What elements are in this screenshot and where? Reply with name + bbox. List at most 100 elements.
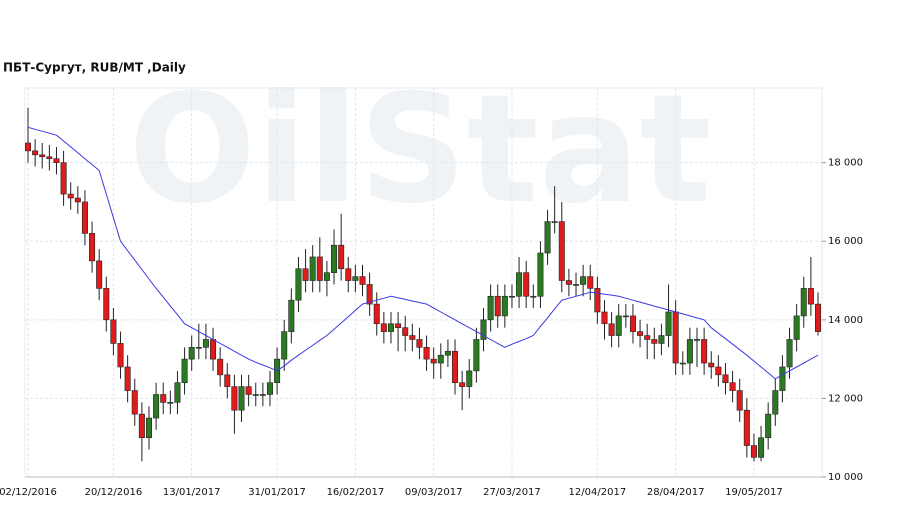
candle-body	[800, 288, 807, 317]
candle-body	[39, 154, 46, 158]
candle-body	[565, 280, 572, 285]
candle-body	[174, 382, 181, 403]
candle-body	[210, 339, 217, 360]
candle-body	[772, 390, 779, 415]
candle-body	[558, 221, 565, 281]
y-tick-label: 18 000	[828, 158, 863, 169]
candle-body	[352, 276, 359, 281]
candle-body	[629, 315, 636, 332]
candle-body	[793, 315, 800, 340]
x-tick-label: 19/05/2017	[725, 487, 783, 498]
candle-body	[701, 339, 708, 364]
candle-body	[302, 268, 309, 281]
candle-body	[309, 256, 316, 281]
candle-body	[722, 374, 729, 383]
candle-body	[651, 339, 658, 344]
candle-body	[96, 260, 103, 289]
candle-body	[252, 394, 259, 396]
candle-body	[580, 276, 587, 285]
candle-body	[537, 252, 544, 297]
candle-body	[89, 233, 96, 262]
candle-body	[779, 366, 786, 391]
candle-body	[544, 221, 551, 254]
candle-body	[807, 288, 814, 305]
candle-body	[679, 362, 686, 365]
candle-body	[409, 335, 416, 340]
watermark: OilStat	[128, 63, 711, 237]
candle-body	[224, 374, 231, 387]
candle-body	[217, 358, 224, 376]
candle-body	[480, 319, 487, 340]
candle-body	[758, 437, 765, 458]
candle-body	[729, 382, 736, 391]
candle-body	[637, 331, 644, 336]
y-tick-label: 12 000	[828, 393, 863, 404]
candle-body	[466, 370, 473, 387]
candle-body	[608, 323, 615, 336]
candle-body	[245, 386, 252, 395]
candle-body	[708, 362, 715, 368]
x-tick-label: 12/04/2017	[569, 487, 627, 498]
candle-body	[153, 394, 160, 419]
candle-body	[715, 366, 722, 376]
candle-body	[380, 323, 387, 332]
x-tick-label: 20/12/2016	[85, 487, 143, 498]
candle-body	[331, 244, 338, 273]
candle-body	[288, 299, 295, 332]
candle-body	[459, 382, 466, 387]
candle-body	[786, 339, 793, 368]
candle-body	[587, 276, 594, 289]
x-tick-label: 27/03/2017	[483, 487, 541, 498]
candle-body	[743, 409, 750, 446]
y-tick-label: 10 000	[828, 472, 863, 483]
candle-body	[430, 358, 437, 364]
candle-body	[295, 268, 302, 301]
y-tick-label: 16 000	[828, 236, 863, 247]
candle-body	[665, 311, 672, 336]
candle-body	[46, 156, 53, 160]
moving-average	[27, 126, 819, 380]
candle-body	[516, 272, 523, 297]
candle-body	[124, 366, 131, 391]
candle-body	[373, 303, 380, 325]
candle-body	[167, 402, 174, 404]
candle-body	[316, 256, 323, 281]
candle-body	[473, 339, 480, 372]
candle-body	[672, 311, 679, 364]
x-tick-label: 16/02/2017	[327, 487, 385, 498]
x-tick-label: 09/03/2017	[405, 487, 463, 498]
candle-body	[67, 193, 74, 199]
candle-body	[110, 319, 117, 344]
candle-body	[644, 335, 651, 340]
candle-body	[551, 221, 558, 223]
candle-body	[694, 339, 701, 341]
candle-body	[366, 284, 373, 305]
y-tick-label: 14 000	[828, 315, 863, 326]
candle-body	[437, 354, 444, 364]
candle-body	[202, 339, 209, 348]
candle-body	[530, 295, 537, 298]
candle-body	[131, 390, 138, 415]
candle-body	[508, 295, 515, 298]
candle-body	[814, 303, 821, 332]
candle-body	[765, 413, 772, 439]
candle-body	[402, 327, 409, 336]
candle-body	[259, 394, 266, 396]
candle-body	[444, 350, 451, 356]
candle-body	[573, 284, 580, 286]
candle-body	[81, 201, 88, 234]
candle-body	[615, 315, 622, 336]
x-tick-label: 28/04/2017	[647, 487, 705, 498]
x-tick-label: 02/12/2016	[0, 487, 57, 498]
candle-body	[622, 315, 629, 318]
candle-body	[452, 350, 459, 383]
candle-body	[487, 295, 494, 321]
candle-body	[281, 331, 288, 360]
candle-body	[231, 386, 238, 411]
candle-body	[195, 347, 202, 349]
candle-body	[359, 276, 366, 285]
x-tick-label: 31/01/2017	[248, 487, 306, 498]
candle-body	[750, 445, 757, 458]
candle-body	[53, 158, 60, 163]
